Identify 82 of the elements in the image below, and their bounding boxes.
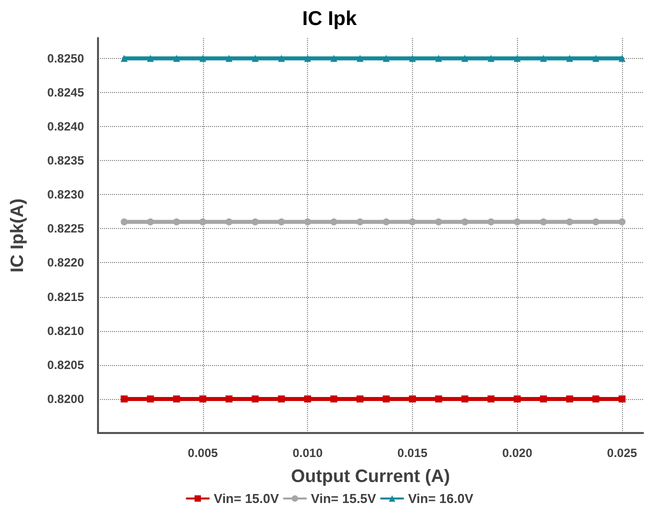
point <box>592 218 600 226</box>
point <box>278 218 285 226</box>
point <box>199 54 206 62</box>
point <box>330 395 338 402</box>
point <box>304 218 312 226</box>
point <box>278 395 285 402</box>
y-tick-label: 0.8245 <box>47 85 84 100</box>
point <box>304 54 312 62</box>
point <box>435 218 442 226</box>
point <box>173 218 180 226</box>
point <box>566 218 574 226</box>
y-tick-label: 0.8225 <box>47 222 84 236</box>
point <box>304 395 312 402</box>
y-tick-label: 0.8200 <box>47 392 84 406</box>
y-tick-label: 0.8250 <box>47 51 84 66</box>
point <box>356 218 364 226</box>
point <box>356 54 364 62</box>
y-tick-label: 0.8235 <box>47 154 84 168</box>
point <box>199 395 206 402</box>
x-axis-title: Output Current (A) <box>291 466 450 486</box>
point <box>408 395 416 402</box>
chart-title: IC Ipk <box>302 8 358 30</box>
point <box>120 54 128 62</box>
point <box>540 218 547 226</box>
y-axis-title: IC Ipk(A) <box>7 198 27 272</box>
point <box>252 395 259 402</box>
y-tick-label: 0.8205 <box>47 358 84 372</box>
y-tick-label: 0.8220 <box>47 256 84 270</box>
legend-label: Vin= 15.0V <box>214 491 280 506</box>
point <box>461 218 468 226</box>
point <box>461 395 468 402</box>
point <box>146 54 154 62</box>
point <box>408 218 416 226</box>
point <box>146 395 154 402</box>
point <box>514 395 521 402</box>
point <box>252 54 259 62</box>
point <box>566 54 574 62</box>
point <box>226 395 233 402</box>
y-tick-label: 0.8210 <box>47 324 84 338</box>
point <box>146 218 154 226</box>
point <box>461 54 468 62</box>
point <box>382 54 390 62</box>
point <box>120 218 128 226</box>
point <box>226 54 233 62</box>
point <box>435 395 442 402</box>
point <box>356 395 364 402</box>
point <box>330 218 338 226</box>
point <box>330 54 338 62</box>
point <box>566 395 574 402</box>
point <box>199 218 206 226</box>
point <box>488 395 495 402</box>
legend-label: Vin= 16.0V <box>408 491 474 506</box>
point <box>540 54 547 62</box>
point <box>382 395 390 402</box>
point <box>408 54 416 62</box>
x-tick-label: 0.005 <box>188 446 218 460</box>
point <box>435 54 442 62</box>
x-tick-label: 0.015 <box>397 446 428 460</box>
point <box>173 54 180 62</box>
point <box>592 54 600 62</box>
y-tick-label: 0.8215 <box>47 290 84 304</box>
x-tick-label: 0.010 <box>292 446 323 460</box>
point <box>226 218 233 226</box>
point <box>382 218 390 226</box>
point <box>514 54 521 62</box>
point <box>618 395 626 402</box>
point <box>618 54 626 62</box>
point <box>514 218 521 226</box>
point <box>252 218 259 226</box>
legend-label: Vin= 15.5V <box>310 491 376 506</box>
point <box>278 54 285 62</box>
y-tick-label: 0.8230 <box>47 188 84 202</box>
x-tick-label: 0.025 <box>607 446 638 460</box>
point <box>488 54 495 62</box>
point <box>618 218 626 226</box>
point <box>173 395 180 402</box>
point <box>120 395 128 402</box>
y-tick-label: 0.8240 <box>47 120 84 134</box>
point <box>592 395 600 402</box>
point <box>488 218 495 226</box>
point <box>540 395 547 402</box>
x-tick-label: 0.020 <box>502 446 533 460</box>
